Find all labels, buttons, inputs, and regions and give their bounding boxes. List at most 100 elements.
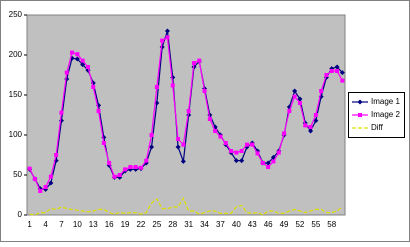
point [250,142,255,147]
x-tick-label: 25 [152,220,161,229]
y-tick-label: 100 [9,130,23,139]
point [180,158,186,164]
point [138,165,143,170]
x-tick-label: 34 [200,220,209,229]
point [292,88,298,94]
x-tick-label: 37 [216,220,225,229]
point [340,78,345,83]
point [64,70,69,75]
x-tick-label: 4 [43,220,48,229]
point [75,52,80,57]
point [308,125,313,129]
point [303,123,308,128]
point [324,73,329,77]
point [48,180,54,186]
legend-marker [358,113,362,117]
plot-area [26,14,346,216]
point [80,58,85,63]
point [233,158,239,164]
legend-label: Image 2 [371,110,400,119]
y-tick-label: 150 [9,90,23,99]
point [287,109,292,113]
point [334,64,340,70]
point [101,141,106,145]
point [164,28,170,34]
point [70,50,75,55]
point [266,165,271,169]
point [260,161,265,165]
point [207,117,212,121]
point [329,69,334,73]
point [191,61,196,65]
x-tick-label: 10 [73,220,82,229]
y-tick-label: 50 [13,170,22,179]
point [181,142,186,147]
x-tick-label: 58 [327,220,336,229]
point [176,137,181,141]
x-tick-label: 16 [105,220,114,229]
point [27,166,32,171]
point [133,165,138,169]
point [80,62,86,68]
point [165,35,170,40]
point [170,83,175,88]
point [123,167,128,172]
x-tick-label: 52 [295,220,304,229]
point [112,174,117,179]
chart: 0 50 100 150 200 250 1 4 7 10 13 16 19 22 25 28 31 34 37 40… [0,0,410,242]
point [292,94,297,99]
point [265,160,271,166]
point [175,144,181,150]
point [149,133,154,137]
point [255,151,260,156]
point [234,150,239,155]
point [276,150,281,155]
point [297,96,303,102]
x-tick-label: 49 [280,220,289,229]
point [107,161,112,165]
point [74,56,80,62]
y-tick-label: 250 [9,10,23,19]
x-tick-label: 13 [89,220,98,229]
x-tick-label: 46 [264,220,273,229]
point [91,85,96,89]
y-tick-label: 0 [18,210,23,219]
x-tick-label: 7 [59,220,64,229]
legend-label: Diff [371,123,384,132]
point [319,89,324,93]
point [160,38,165,43]
x-tick-label: 19 [121,220,130,229]
point [239,149,244,153]
point [297,101,302,105]
point [48,174,53,179]
point [154,85,159,89]
point [186,109,191,113]
y-tick-label: 200 [9,50,23,59]
point [85,65,90,69]
point [128,165,133,169]
x-tick-label: 31 [184,220,193,229]
x-tick-label: 22 [136,220,145,229]
point [313,113,318,117]
point [197,58,202,63]
x-tick-label: 55 [311,220,320,229]
point [218,134,223,139]
point [223,141,228,145]
point [335,69,340,73]
point [282,131,287,136]
point [43,185,48,189]
point [213,129,218,133]
x-tick-label: 28 [168,220,177,229]
point [339,70,345,76]
point [117,173,122,177]
point [96,109,101,113]
point [144,158,149,163]
series-line [29,196,343,216]
legend-label: Image 1 [371,97,400,106]
point [308,128,314,134]
point [54,153,59,157]
point [59,110,64,115]
x-tick-label: 43 [248,220,257,229]
legend-marker [357,99,363,105]
point [313,118,319,124]
